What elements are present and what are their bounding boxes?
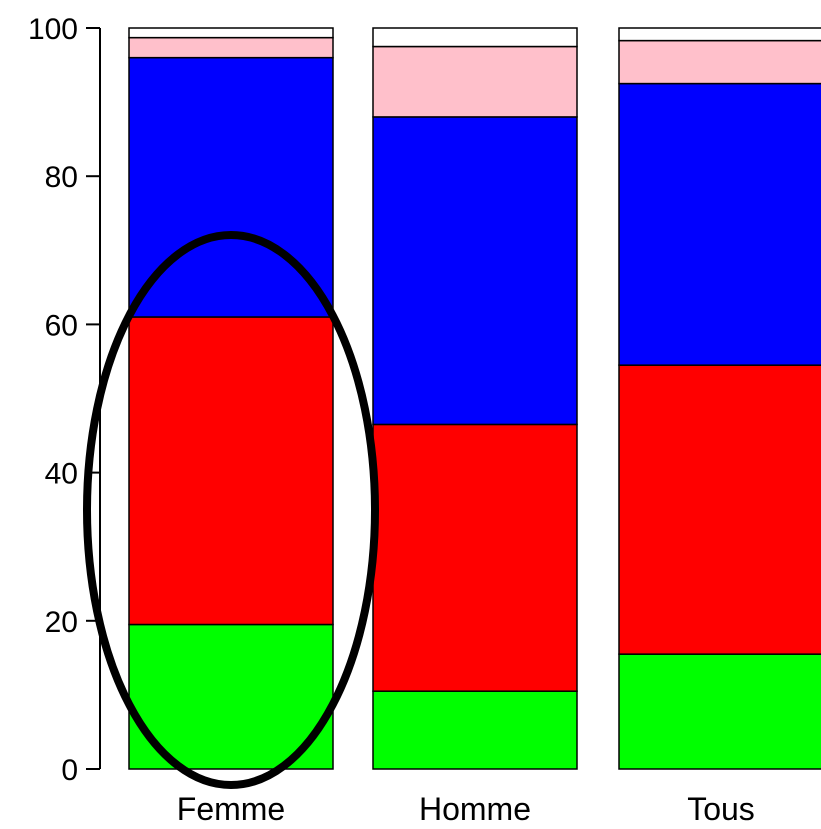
highlight-ellipse [83,231,379,789]
y-tick-label: 60 [45,309,78,342]
bar-segment-femme-3 [128,36,334,59]
y-tick-label: 80 [45,161,78,194]
bar-segment-homme-1 [372,423,578,692]
bar-segment-tous-4 [618,27,821,42]
y-tick-label: 40 [45,458,78,491]
x-axis-labels: Femme Homme Tous [177,791,755,827]
x-category-label: Tous [687,791,755,827]
y-tick-label: 20 [45,606,78,639]
bar-segment-femme-2 [128,56,334,318]
annotation-layer [83,231,379,789]
bar-segment-tous-0 [618,653,821,770]
bar-segment-homme-3 [372,45,578,118]
y-axis: 0 20 40 60 80 100 [28,13,101,787]
bars-group [128,27,821,770]
x-category-label: Femme [177,791,285,827]
y-tick-label: 100 [28,13,78,46]
bar-segment-homme-0 [372,690,578,770]
bar-segment-homme-2 [372,116,578,426]
bar-segment-tous-3 [618,39,821,85]
x-category-label: Homme [419,791,531,827]
bar-segment-tous-2 [618,82,821,366]
bar-segment-homme-4 [372,27,578,48]
bar-segment-tous-1 [618,364,821,655]
y-tick-label: 0 [61,754,78,787]
bar-segment-femme-1 [128,316,334,626]
bar-segment-femme-4 [128,27,334,39]
